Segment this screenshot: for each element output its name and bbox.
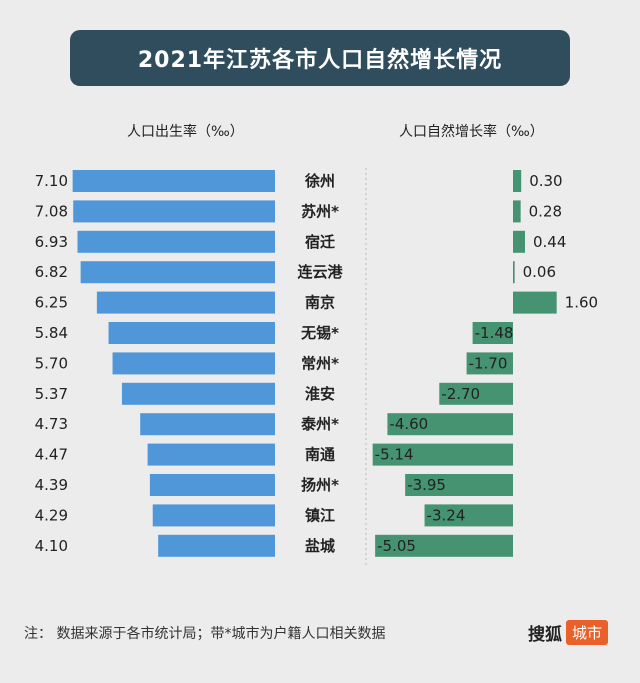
growth-rate-bar [513,200,521,223]
brand-name: 搜狐 [528,625,562,645]
growth-rate-label: 0.44 [533,233,566,251]
growth-rate-label: -5.14 [375,446,414,464]
birth-rate-bar [77,230,276,253]
birth-rate-bar [73,200,275,223]
birth-rate-label: 7.08 [35,202,68,220]
city-label: 盐城 [305,537,335,555]
city-label: 徐州 [304,172,335,190]
city-label: 淮安 [305,385,335,403]
growth-rate-label: -5.05 [377,537,416,555]
growth-rate-label: -2.70 [441,385,480,403]
city-label: 宿迁 [305,233,335,251]
growth-rate-bar [466,352,513,375]
chart-canvas: 7.10 徐州 0.30 7.08 苏州* 0.28 6.93 宿迁 0.44 6.82 连云港 0.… [35,168,598,565]
birth-rate-bar [80,261,275,284]
growth-rate-bar [375,534,513,557]
growth-rate-header: 人口自然增长率（‰） [399,124,544,140]
growth-rate-bar [513,291,557,314]
birth-rate-label: 5.70 [35,354,68,372]
city-label: 苏州* [301,202,339,220]
birth-rate-label: 6.82 [35,263,68,281]
city-label: 镇江 [305,506,335,524]
birth-rate-bar [149,474,275,496]
chart-title: 2021年江苏各市人口自然增长情况 [70,30,570,86]
city-label: 无锡* [300,324,339,342]
birth-rate-label: 4.39 [35,476,68,494]
city-label: 连云港 [297,263,343,281]
brand-badge: 城市 [566,620,609,645]
growth-rate-label: 0.30 [529,172,562,190]
growth-rate-bar [513,230,526,253]
birth-rate-label: 6.25 [35,294,68,312]
growth-rate-label: -1.70 [469,354,508,372]
birth-rate-bar [72,170,276,192]
growth-rate-bar [439,382,513,405]
growth-rate-bar [513,261,515,284]
birth-rate-label: 5.84 [35,324,68,342]
birth-rate-bar [152,504,275,527]
growth-rate-bar [405,474,513,496]
city-label: 扬州* [301,476,339,494]
birth-rate-bar [147,443,275,466]
growth-rate-bar [424,504,513,527]
birth-rate-label: 4.47 [35,446,68,464]
birth-rate-header: 人口出生率（‰） [127,124,244,140]
birth-rate-label: 4.73 [35,415,68,433]
growth-rate-bar [387,413,513,436]
birth-rate-label: 7.10 [35,172,68,190]
birth-rate-bar [96,291,275,314]
city-label: 南通 [305,446,335,464]
growth-rate-label: 1.60 [565,294,598,312]
birth-rate-bar [108,322,275,344]
city-label: 常州* [301,354,339,372]
birth-rate-bar [158,534,275,557]
growth-rate-label: 0.28 [529,202,562,220]
growth-rate-label: 0.06 [523,263,556,281]
growth-rate-label: -1.48 [475,324,514,342]
growth-rate-bar [513,170,522,192]
city-label: 泰州* [300,415,339,433]
birth-rate-bar [112,352,275,375]
city-label: 南京 [305,294,335,312]
footnote: 注： 数据来源于各市统计局；带*城市为户籍人口相关数据 [24,626,386,642]
birth-rate-label: 5.37 [35,385,68,403]
growth-rate-bar [372,443,513,466]
growth-rate-label: -4.60 [389,415,428,433]
birth-rate-bar [140,413,275,436]
brand-logo: 搜狐 城市 [528,620,609,645]
birth-rate-label: 4.29 [35,506,68,524]
birth-rate-bar [121,382,275,405]
growth-rate-label: -3.24 [427,506,466,524]
birth-rate-label: 6.93 [35,233,68,251]
growth-rate-label: -3.95 [407,476,446,494]
birth-rate-label: 4.10 [35,537,68,555]
growth-rate-bar [472,322,513,344]
